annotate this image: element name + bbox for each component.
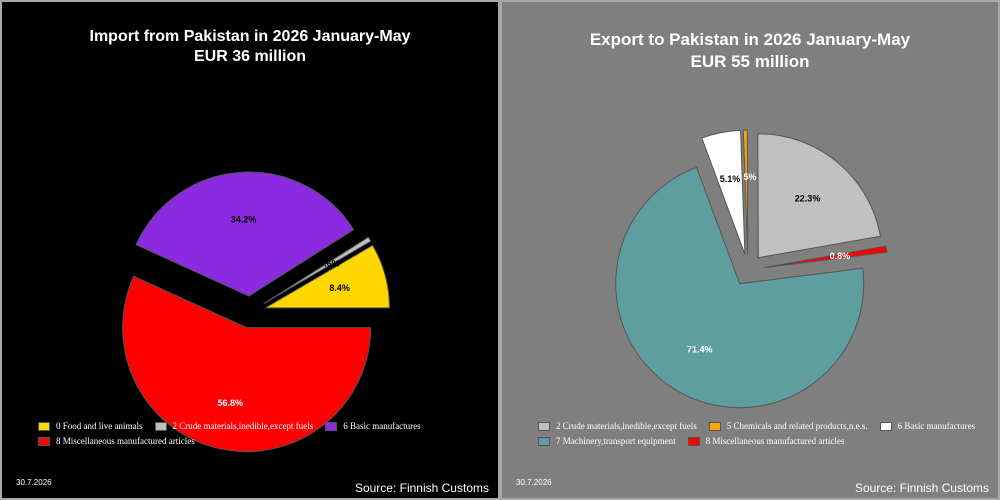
legend-label: 7 Machinery,transport equipment bbox=[556, 436, 676, 446]
pie-slice-2-crude-materials-inedible-except-fuels bbox=[757, 133, 881, 259]
source-note: Source: Finnish Customs bbox=[854, 481, 989, 495]
slice-data-label: 22.3% bbox=[795, 194, 821, 204]
legend-label: 2 Crude materials,inedible,except fuels bbox=[556, 421, 697, 431]
legend-item-0-food-and-live-animals: 0 Food and live animals bbox=[38, 420, 143, 435]
pie-slice-7-machinery-transport-equipment bbox=[615, 166, 865, 409]
legend-swatch bbox=[38, 422, 50, 432]
export-pie-chart: 22.3% 0.5%5.1% 71.4% 0.8% bbox=[615, 129, 888, 409]
chart-title: Import from Pakistan in 2026 January-May bbox=[89, 28, 411, 45]
legend-label: 8 Miscellaneous manufactured articles bbox=[705, 436, 845, 446]
legend-item-2-crude-materials-inedible-except-fuels: 2 Crude materials,inedible,except fuels bbox=[154, 420, 314, 435]
chart-subtitle: EUR 36 million bbox=[193, 48, 307, 65]
pie-slice-8-miscellaneous-manufactured-articles bbox=[763, 245, 888, 269]
import-chart-panel: Import from Pakistan in 2026 January-May… bbox=[0, 0, 500, 500]
pie-slice-2-crude-materials-inedible-except-fuels bbox=[263, 236, 372, 305]
slice-data-label: 5.1% bbox=[720, 174, 741, 184]
legend-swatch bbox=[538, 422, 550, 432]
legend-item-8-miscellaneous-manufactured-articles: 8 Miscellaneous manufactured articles bbox=[38, 435, 195, 450]
legend-item-6-basic-manufactures: 6 Basic manufactures bbox=[325, 420, 421, 435]
pie-slice-0-food-and-live-animals bbox=[263, 244, 390, 309]
legend-swatch bbox=[154, 422, 167, 432]
pie-slice-6-basic-manufactures bbox=[701, 129, 746, 255]
slice-data-label: 8.4% bbox=[329, 283, 350, 293]
chart-subtitle: EUR 55 million bbox=[690, 52, 810, 71]
legend-item-5-chemicals-and-related-products-n-e-s: 5 Chemicals and related products,n.e.s. bbox=[708, 420, 868, 435]
legend-swatch bbox=[38, 437, 50, 447]
slice-data-label: 71.4% bbox=[687, 344, 713, 354]
date-stamp: 30.7.2026 bbox=[516, 478, 552, 487]
export-chart-panel: Export to Pakistan in 2026 January-May E… bbox=[500, 0, 1000, 500]
import-pie-chart: 8.4% 0.6% 34.2% 56.8% bbox=[122, 171, 390, 453]
slice-data-label: 0.8% bbox=[830, 251, 851, 261]
legend-label: 6 Basic manufactures bbox=[897, 421, 976, 431]
source-note: Source: Finnish Customs bbox=[354, 481, 489, 495]
legend-label: 0 Food and live animals bbox=[56, 421, 143, 431]
pie-slice-8-miscellaneous-manufactured-articles bbox=[122, 275, 372, 453]
date-stamp: 30.7.2026 bbox=[16, 478, 52, 487]
legend-item-8-miscellaneous-manufactured-articles: 8 Miscellaneous manufactured articles bbox=[687, 435, 845, 450]
export-legend: 2 Crude materials,inedible,except fuels 5… bbox=[538, 420, 998, 450]
slice-data-label: 0.6% bbox=[319, 259, 340, 269]
legend-swatch bbox=[325, 422, 338, 432]
legend-swatch bbox=[538, 437, 550, 447]
legend-swatch bbox=[879, 422, 892, 432]
legend-item-6-basic-manufactures: 6 Basic manufactures bbox=[879, 420, 976, 435]
legend-swatch bbox=[687, 437, 700, 447]
legend-swatch bbox=[708, 422, 721, 432]
slice-data-label: 0.5% bbox=[736, 172, 757, 182]
legend-label: 2 Crude materials,inedible,except fuels bbox=[172, 421, 314, 431]
legend-label: 5 Chemicals and related products,n.e.s. bbox=[726, 421, 868, 431]
slice-data-label: 34.2% bbox=[231, 214, 257, 224]
legend-item-7-machinery-transport-equipment: 7 Machinery,transport equipment bbox=[538, 435, 676, 450]
import-legend: 0 Food and live animals 2 Crude materials… bbox=[38, 420, 498, 450]
chart-title: Export to Pakistan in 2026 January-May bbox=[589, 30, 911, 49]
legend-item-2-crude-materials-inedible-except-fuels: 2 Crude materials,inedible,except fuels bbox=[538, 420, 697, 435]
pie-slice-5-chemicals-and-related-products-n-e-s bbox=[742, 129, 749, 255]
legend-label: 8 Miscellaneous manufactured articles bbox=[56, 436, 195, 446]
pie-slice-6-basic-manufactures bbox=[135, 171, 355, 297]
legend-label: 6 Basic manufactures bbox=[343, 421, 421, 431]
slice-data-label: 56.8% bbox=[218, 398, 244, 408]
